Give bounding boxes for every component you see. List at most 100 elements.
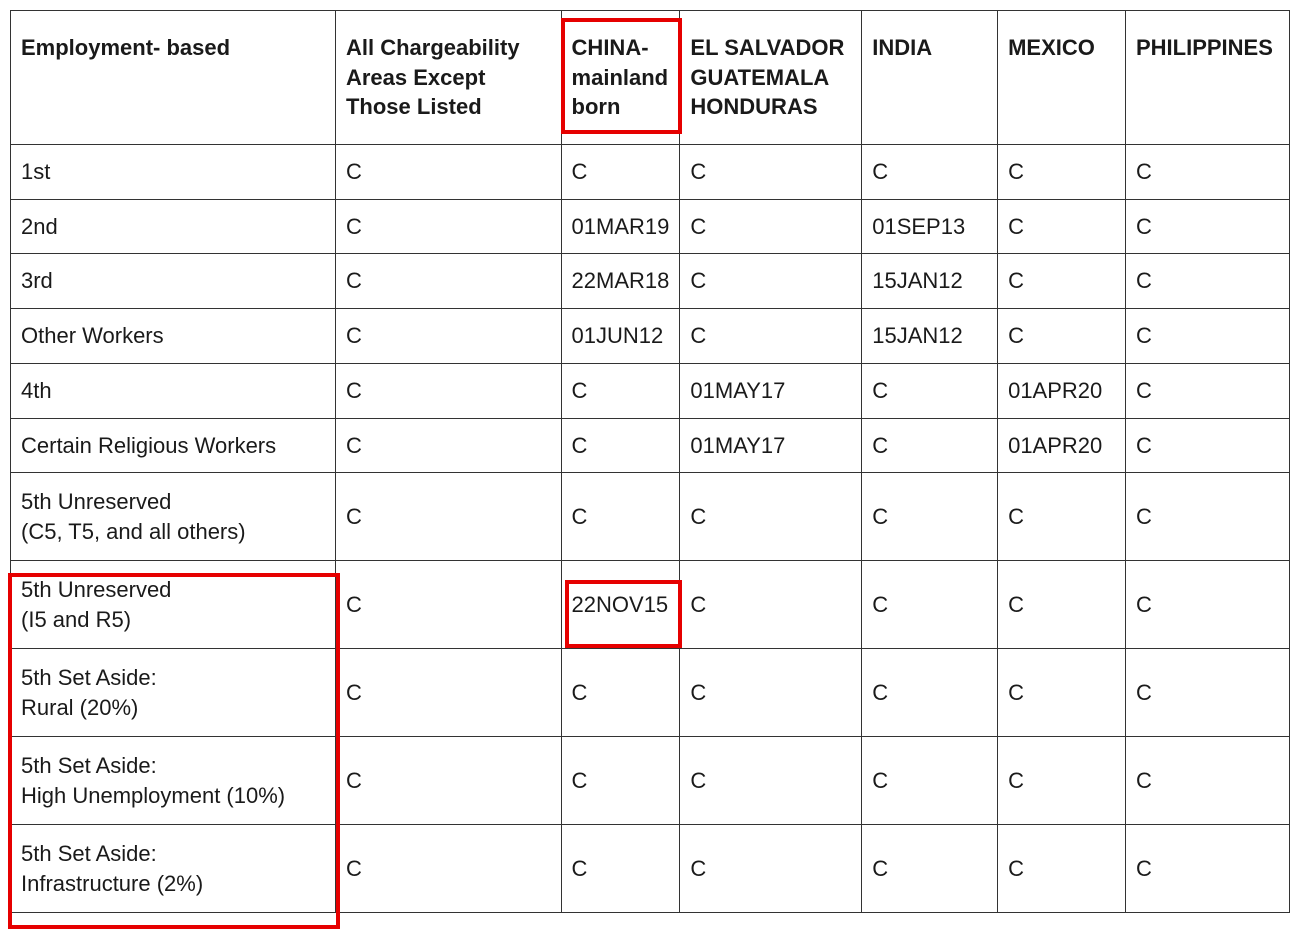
header-text: All Chargeability Areas Except Those Lis… xyxy=(346,35,520,119)
row-label: 5th Unreserved (C5, T5, and all others) xyxy=(11,473,336,561)
row-label: 5th Set Aside: Infrastructure (2%) xyxy=(11,825,336,913)
row-label: 2nd xyxy=(11,199,336,254)
table-cell: C xyxy=(1125,418,1289,473)
header-text: MEXICO xyxy=(1008,35,1095,60)
table-cell: C xyxy=(335,825,561,913)
col-header-elsalvador: EL SALVADOR GUATEMALA HONDURAS xyxy=(680,11,862,145)
table-cell: C xyxy=(998,309,1126,364)
table-cell: C xyxy=(561,473,680,561)
row-label: 4th xyxy=(11,363,336,418)
table-cell: C xyxy=(1125,254,1289,309)
table-cell: C xyxy=(335,309,561,364)
table-cell: C xyxy=(680,561,862,649)
row-label: 3rd xyxy=(11,254,336,309)
table-cell: 15JAN12 xyxy=(862,309,998,364)
table-cell: C xyxy=(1125,363,1289,418)
table-row: 5th Unreserved (C5, T5, and all others)C… xyxy=(11,473,1290,561)
table-cell: C xyxy=(680,825,862,913)
table-cell: 01MAY17 xyxy=(680,418,862,473)
table-cell: C xyxy=(680,473,862,561)
table-cell: C xyxy=(335,473,561,561)
table-header-row: Employment- based All Chargeability Area… xyxy=(11,11,1290,145)
table-cell: C xyxy=(680,145,862,200)
table-cell: C xyxy=(1125,199,1289,254)
table-cell: 01APR20 xyxy=(998,363,1126,418)
table-cell: C xyxy=(335,737,561,825)
table-row: 5th Unreserved (I5 and R5)C22NOV15CCCC xyxy=(11,561,1290,649)
table-cell: C xyxy=(1125,561,1289,649)
table-row: 1stCCCCCC xyxy=(11,145,1290,200)
table-cell: C xyxy=(335,561,561,649)
row-label: 5th Set Aside: High Unemployment (10%) xyxy=(11,737,336,825)
table-cell: C xyxy=(680,199,862,254)
table-cell: C xyxy=(561,649,680,737)
table-cell: C xyxy=(862,737,998,825)
table-cell: C xyxy=(998,199,1126,254)
header-text: EL SALVADOR GUATEMALA HONDURAS xyxy=(690,35,844,119)
visa-bulletin-table: Employment- based All Chargeability Area… xyxy=(10,10,1290,913)
header-text: INDIA xyxy=(872,35,932,60)
header-text: CHINA-mainland born xyxy=(572,35,669,119)
table-cell: C xyxy=(998,473,1126,561)
table-row: 4thCC01MAY17C01APR20C xyxy=(11,363,1290,418)
table-cell: C xyxy=(1125,145,1289,200)
row-label: Other Workers xyxy=(11,309,336,364)
table-cell: 22MAR18 xyxy=(561,254,680,309)
table-cell: 01JUN12 xyxy=(561,309,680,364)
table-cell: C xyxy=(998,254,1126,309)
table-row: Certain Religious WorkersCC01MAY17C01APR… xyxy=(11,418,1290,473)
table-body: 1stCCCCCC2ndC01MAR19C01SEP13CC3rdC22MAR1… xyxy=(11,145,1290,913)
row-label: 5th Set Aside: Rural (20%) xyxy=(11,649,336,737)
table-cell: C xyxy=(998,561,1126,649)
table-cell: C xyxy=(335,649,561,737)
table-cell: C xyxy=(862,145,998,200)
table-cell: C xyxy=(680,737,862,825)
col-header-china: CHINA-mainland born xyxy=(561,11,680,145)
table-cell: C xyxy=(1125,473,1289,561)
table-cell: C xyxy=(998,737,1126,825)
table-cell: C xyxy=(561,145,680,200)
col-header-philippines: PHILIPPINES xyxy=(1125,11,1289,145)
table-cell: C xyxy=(335,199,561,254)
table-row: 3rdC22MAR18C15JAN12CC xyxy=(11,254,1290,309)
table-cell: C xyxy=(862,418,998,473)
table-cell: C xyxy=(680,649,862,737)
row-label: 1st xyxy=(11,145,336,200)
table-cell: 22NOV15 xyxy=(561,561,680,649)
row-label: Certain Religious Workers xyxy=(11,418,336,473)
col-header-category: Employment- based xyxy=(11,11,336,145)
table-cell: C xyxy=(335,145,561,200)
table-cell: C xyxy=(1125,825,1289,913)
table-cell: C xyxy=(335,363,561,418)
table-cell: C xyxy=(1125,737,1289,825)
table-row: 5th Set Aside: Infrastructure (2%)CCCCCC xyxy=(11,825,1290,913)
table-cell: C xyxy=(561,418,680,473)
table-cell: C xyxy=(862,363,998,418)
table-cell: C xyxy=(561,825,680,913)
table-cell: 01SEP13 xyxy=(862,199,998,254)
table-cell: C xyxy=(998,649,1126,737)
col-header-india: INDIA xyxy=(862,11,998,145)
header-text: PHILIPPINES xyxy=(1136,35,1273,60)
table-cell: C xyxy=(998,825,1126,913)
table-cell: C xyxy=(998,145,1126,200)
col-header-mexico: MEXICO xyxy=(998,11,1126,145)
table-cell: C xyxy=(335,418,561,473)
col-header-all-chargeability: All Chargeability Areas Except Those Lis… xyxy=(335,11,561,145)
table-row: 2ndC01MAR19C01SEP13CC xyxy=(11,199,1290,254)
table-cell: 01MAR19 xyxy=(561,199,680,254)
table-row: 5th Set Aside: High Unemployment (10%)CC… xyxy=(11,737,1290,825)
table-cell: 15JAN12 xyxy=(862,254,998,309)
table-cell: C xyxy=(1125,309,1289,364)
table-cell: C xyxy=(1125,649,1289,737)
row-label: 5th Unreserved (I5 and R5) xyxy=(11,561,336,649)
table-cell: C xyxy=(862,825,998,913)
table-row: Other WorkersC01JUN12C15JAN12CC xyxy=(11,309,1290,364)
table-row: 5th Set Aside: Rural (20%)CCCCCC xyxy=(11,649,1290,737)
table-cell: C xyxy=(680,309,862,364)
header-text: Employment- based xyxy=(21,35,230,60)
table-cell: C xyxy=(335,254,561,309)
table-cell: C xyxy=(561,363,680,418)
table-cell: C xyxy=(862,561,998,649)
table-cell: C xyxy=(680,254,862,309)
